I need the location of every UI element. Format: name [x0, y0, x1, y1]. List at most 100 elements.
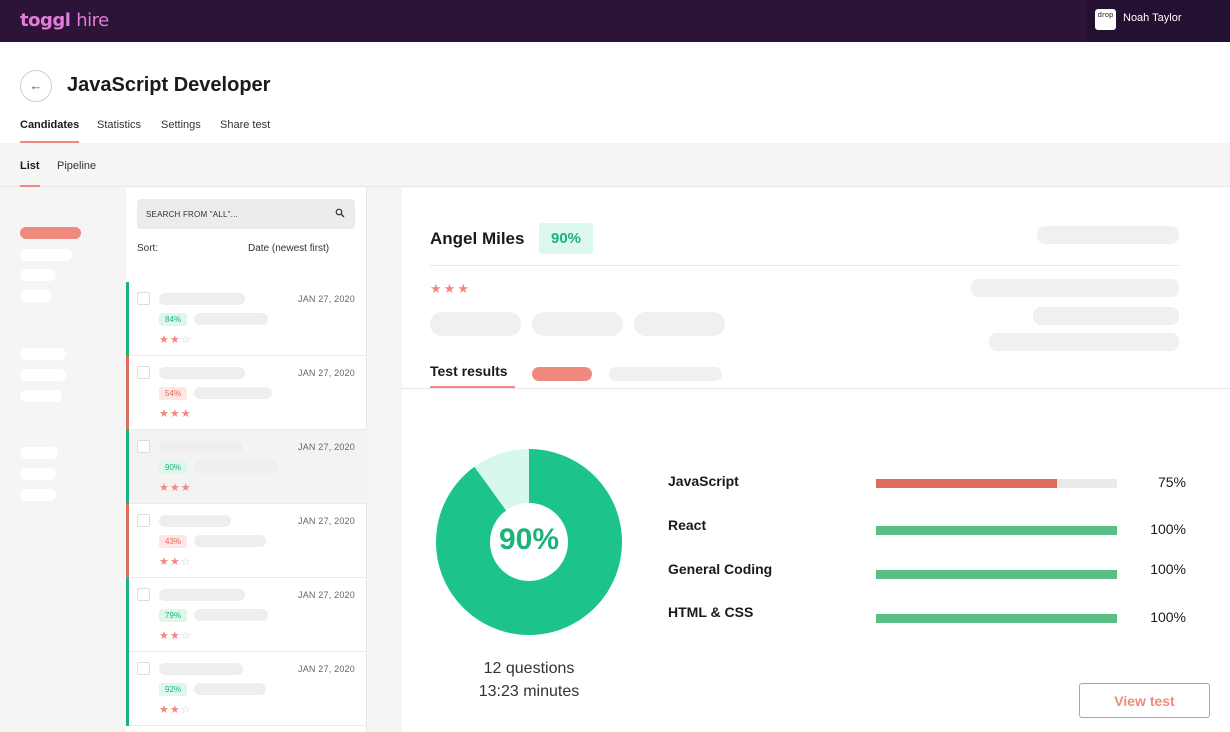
candidate-rating-stars[interactable]: ★★★ — [430, 282, 471, 297]
skill-percent: 100% — [1150, 561, 1186, 577]
candidate-name-placeholder — [159, 441, 243, 453]
subtab-list[interactable]: List — [20, 160, 40, 172]
candidate-name-placeholder — [159, 663, 243, 675]
candidate-checkbox[interactable] — [137, 292, 150, 305]
star-empty-icon[interactable]: ☆ — [180, 703, 192, 716]
star-filled-icon[interactable]: ★ — [159, 703, 170, 716]
search-icon[interactable] — [335, 208, 345, 218]
skill-progress-fill — [876, 614, 1117, 623]
candidate-rating-stars[interactable]: ★★★ — [159, 481, 192, 494]
candidate-row[interactable]: JAN 27, 2020 79% ★★☆ — [126, 578, 367, 652]
candidate-checkbox[interactable] — [137, 366, 150, 379]
user-menu[interactable]: drop Noah Taylor — [1087, 0, 1230, 42]
candidate-rating-stars[interactable]: ★★☆ — [159, 629, 192, 642]
skill-progress-fill — [876, 570, 1117, 579]
star-empty-icon[interactable]: ☆ — [180, 333, 192, 346]
filter-item[interactable] — [20, 369, 66, 381]
arrow-left-icon: ← — [29, 78, 43, 93]
candidate-date: JAN 27, 2020 — [298, 442, 355, 452]
star-empty-icon[interactable]: ☆ — [180, 555, 192, 568]
candidate-info-placeholder — [194, 609, 268, 621]
detail-tab-placeholder[interactable] — [609, 367, 722, 381]
candidate-row[interactable]: JAN 27, 2020 54% ★★★ — [126, 356, 367, 430]
candidate-checkbox[interactable] — [137, 588, 150, 601]
filter-item-active[interactable] — [20, 227, 81, 239]
tab-share-test[interactable]: Share test — [220, 119, 271, 131]
user-name: Noah Taylor — [1123, 12, 1182, 24]
star-filled-icon[interactable]: ★ — [430, 282, 444, 297]
candidate-name-placeholder — [159, 589, 245, 601]
star-filled-icon[interactable]: ★ — [169, 407, 181, 420]
view-test-button[interactable]: View test — [1079, 683, 1210, 718]
candidate-name-placeholder — [159, 293, 245, 305]
placeholder-bar — [1033, 307, 1179, 325]
star-filled-icon[interactable]: ★ — [169, 555, 181, 568]
star-filled-icon[interactable]: ★ — [169, 333, 181, 346]
filter-item[interactable] — [20, 348, 66, 360]
filter-item[interactable] — [20, 249, 72, 261]
back-button[interactable]: ← — [20, 70, 52, 102]
candidate-status-accent — [126, 504, 129, 578]
search-input[interactable]: SEARCH FROM "ALL"... — [137, 199, 355, 229]
candidate-status-accent — [126, 356, 129, 430]
star-filled-icon[interactable]: ★ — [169, 703, 181, 716]
filter-item[interactable] — [20, 468, 56, 480]
candidate-info-placeholder — [194, 683, 266, 695]
active-detail-tab-underline — [430, 386, 515, 388]
candidate-name-placeholder — [159, 367, 245, 379]
star-filled-icon[interactable]: ★ — [169, 481, 181, 494]
candidate-score-badge: 90% — [159, 461, 188, 474]
candidate-info-placeholder — [194, 461, 278, 473]
candidate-info-placeholder — [194, 313, 268, 325]
candidate-rating-stars[interactable]: ★★☆ — [159, 703, 192, 716]
skill-name: General Coding — [668, 561, 773, 577]
page-title: JavaScript Developer — [67, 74, 271, 96]
skill-percent: 100% — [1150, 609, 1186, 625]
candidate-rating-stars[interactable]: ★★★ — [159, 407, 192, 420]
candidate-checkbox[interactable] — [137, 514, 150, 527]
star-filled-icon[interactable]: ★ — [159, 629, 170, 642]
app-logo[interactable]: toggl hire — [20, 10, 109, 31]
candidate-checkbox[interactable] — [137, 440, 150, 453]
star-filled-icon[interactable]: ★ — [159, 555, 170, 568]
filter-item[interactable] — [20, 390, 62, 402]
tab-test-results[interactable]: Test results — [430, 363, 508, 379]
logo-main-text: toggl — [20, 10, 71, 31]
filter-item[interactable] — [20, 489, 56, 501]
star-filled-icon[interactable]: ★ — [159, 481, 170, 494]
skill-name: React — [668, 517, 707, 533]
star-empty-icon[interactable]: ☆ — [180, 629, 192, 642]
tab-candidates[interactable]: Candidates — [20, 119, 80, 131]
active-tab-underline — [20, 141, 79, 143]
star-filled-icon[interactable]: ★ — [443, 282, 458, 297]
subtab-pipeline[interactable]: Pipeline — [57, 160, 97, 172]
overall-score-label: 90% — [498, 523, 560, 556]
star-filled-icon[interactable]: ★ — [169, 629, 181, 642]
candidate-score-badge: 92% — [159, 683, 188, 696]
filter-item[interactable] — [20, 269, 56, 281]
star-filled-icon[interactable]: ★ — [180, 481, 192, 494]
filter-item[interactable] — [20, 447, 58, 459]
tab-settings[interactable]: Settings — [161, 119, 201, 131]
candidate-row[interactable]: JAN 27, 2020 92% ★★☆ — [126, 652, 367, 726]
candidate-checkbox[interactable] — [137, 662, 150, 675]
filter-item[interactable] — [20, 290, 52, 302]
detail-tab-placeholder[interactable] — [532, 367, 592, 381]
star-filled-icon[interactable]: ★ — [159, 333, 170, 346]
candidate-row[interactable]: JAN 27, 2020 43% ★★☆ — [126, 504, 367, 578]
star-filled-icon[interactable]: ★ — [180, 407, 192, 420]
placeholder-chip — [634, 312, 725, 336]
active-subtab-underline — [20, 185, 40, 187]
candidate-row[interactable]: JAN 27, 2020 90% ★★★ — [126, 430, 367, 504]
candidate-name-placeholder — [159, 515, 231, 527]
star-filled-icon[interactable]: ★ — [159, 407, 170, 420]
candidate-rating-stars[interactable]: ★★☆ — [159, 555, 192, 568]
candidate-date: JAN 27, 2020 — [298, 664, 355, 674]
sort-dropdown[interactable]: Date (newest first) — [248, 243, 330, 254]
tab-statistics[interactable]: Statistics — [97, 119, 142, 131]
star-filled-icon[interactable]: ★ — [457, 282, 471, 297]
panel-gutter — [367, 187, 402, 732]
candidate-row[interactable]: JAN 27, 2020 84% ★★☆ — [126, 282, 367, 356]
placeholder-chip — [430, 312, 521, 336]
candidate-rating-stars[interactable]: ★★☆ — [159, 333, 192, 346]
